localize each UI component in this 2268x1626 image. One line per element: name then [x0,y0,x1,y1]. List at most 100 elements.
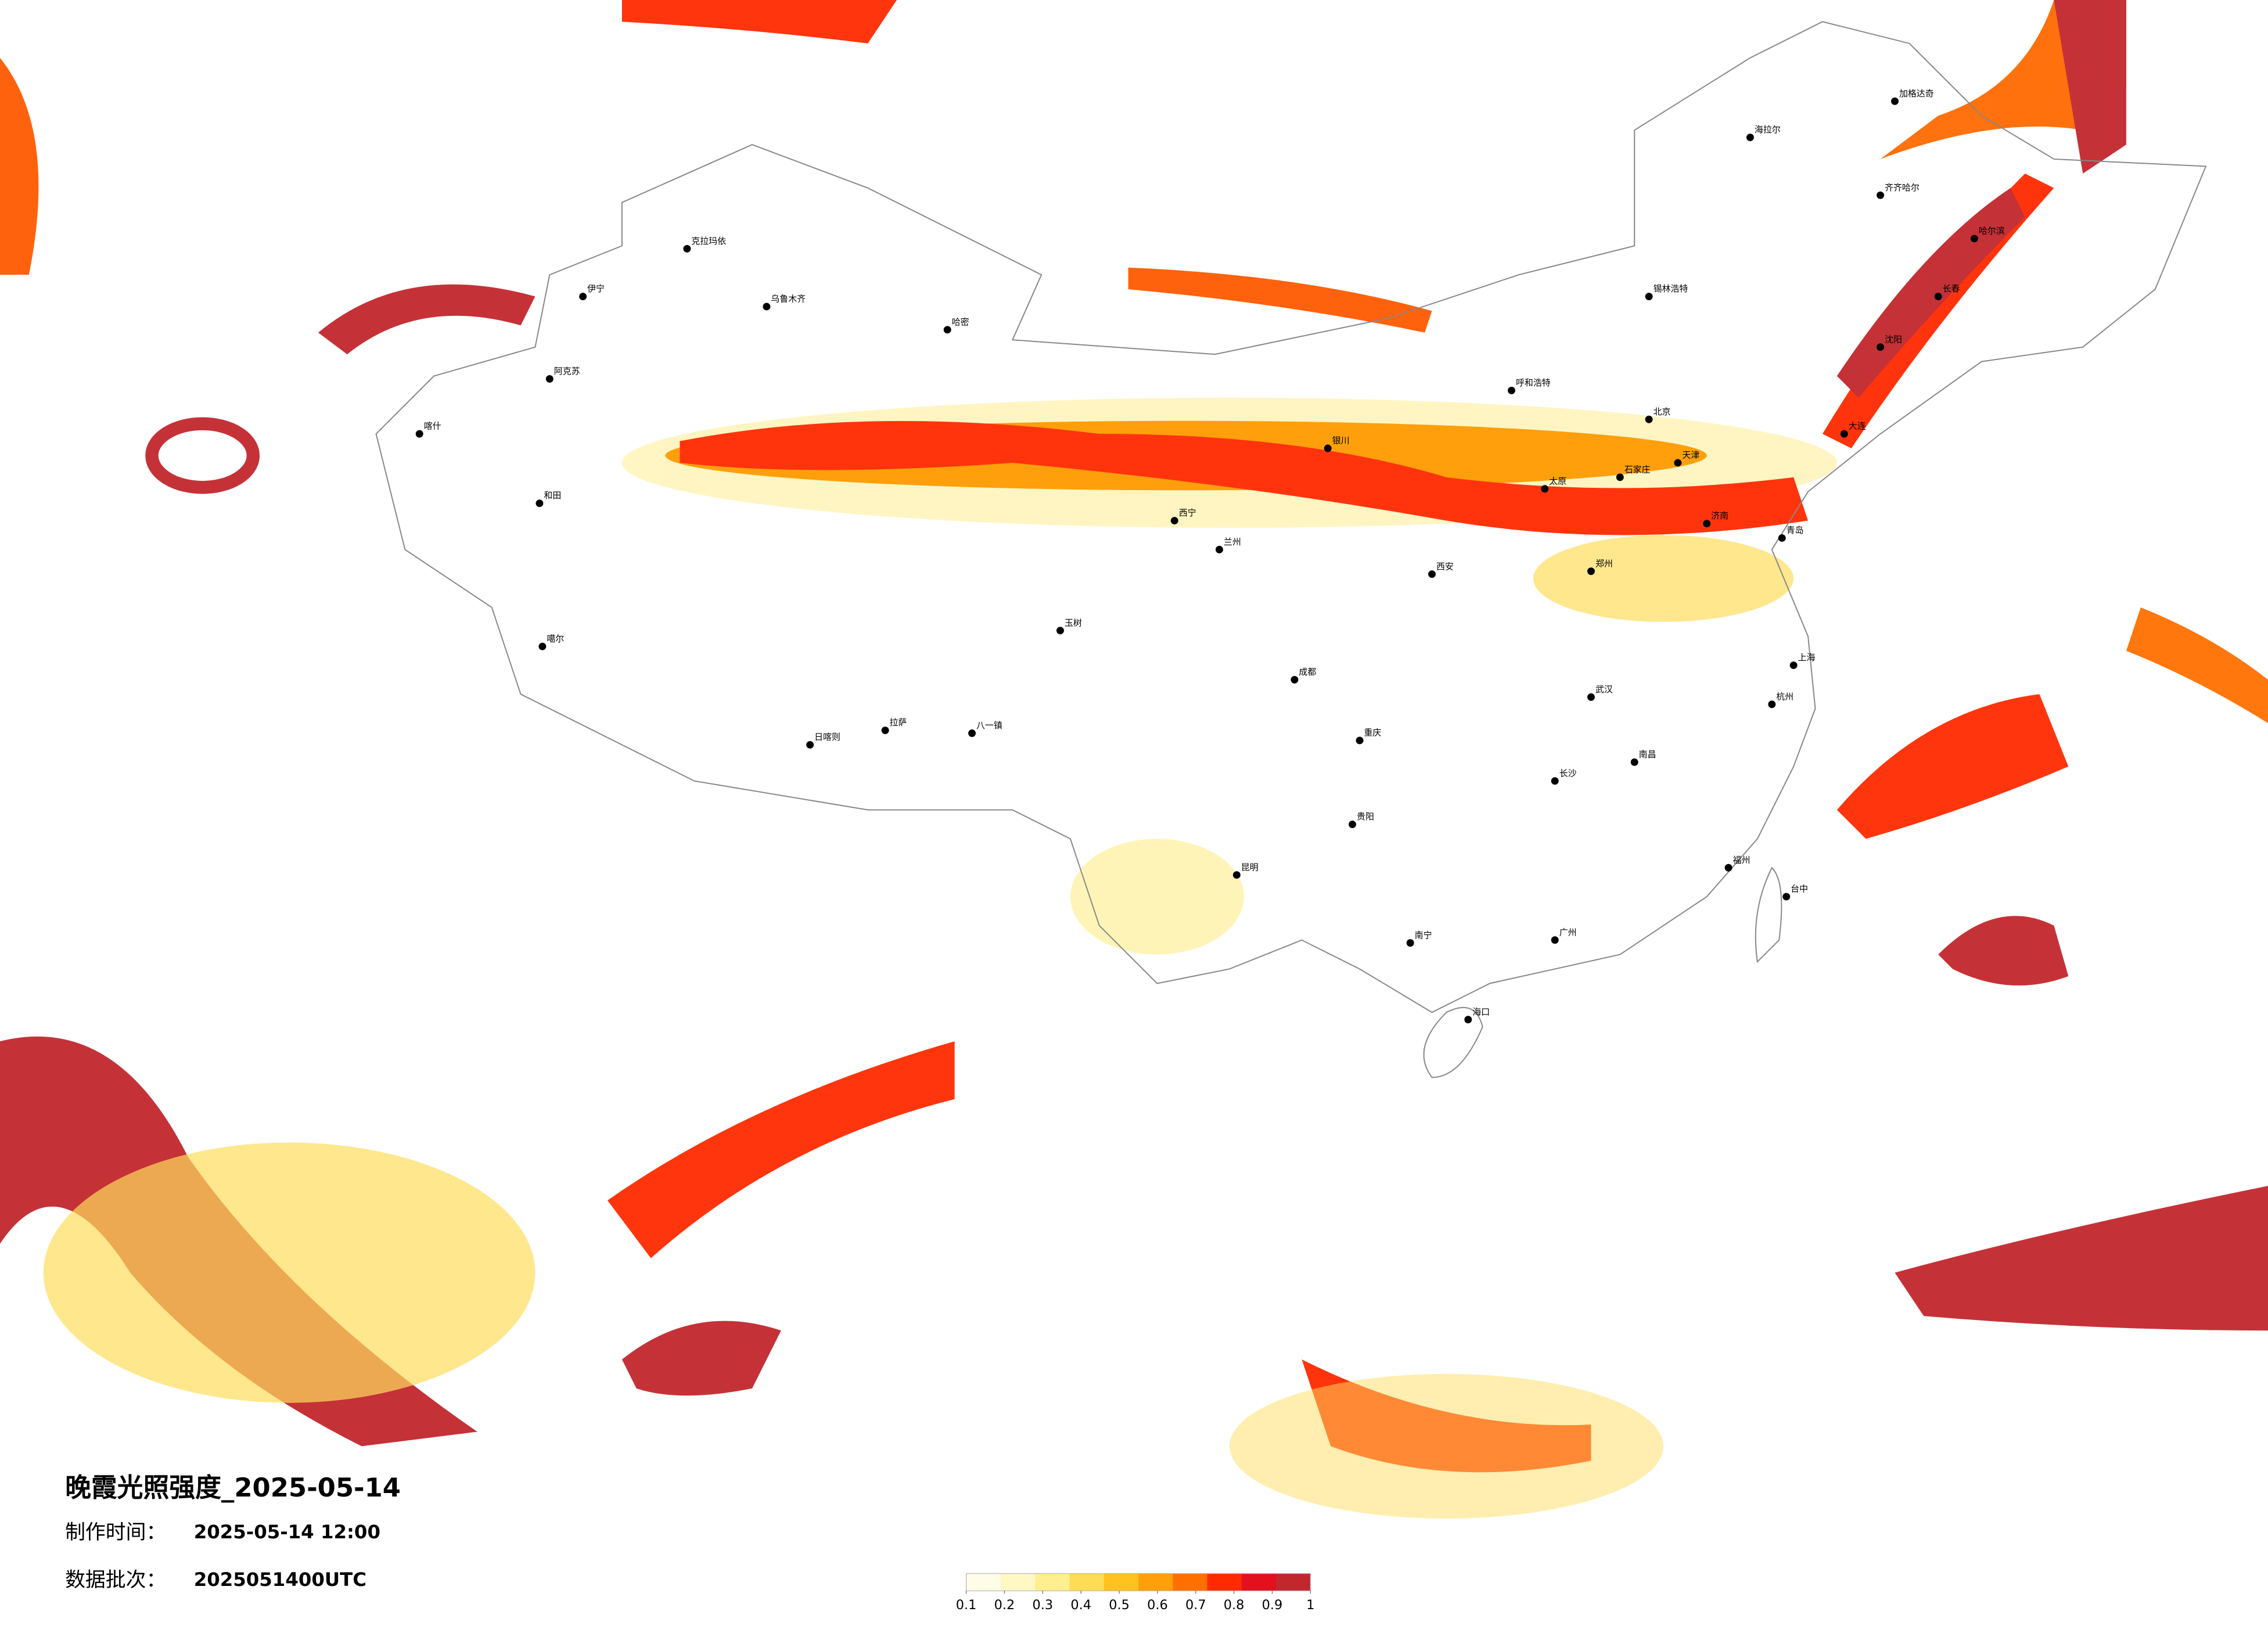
colorbar-tick-label: 0.5 [1109,1598,1130,1613]
colorbar-cell [1069,1573,1105,1591]
city-label: 青岛 [1787,525,1804,535]
city-label: 加格达奇 [1899,88,1934,99]
city-label: 海拉尔 [1755,124,1781,135]
colorbar-tick-label: 0.2 [994,1598,1015,1613]
city-label: 齐齐哈尔 [1885,182,1920,193]
city-dot [1406,939,1414,947]
city-dot [1324,444,1332,452]
city-dot [1587,567,1595,575]
city-dot [1616,473,1624,481]
city-dot [535,499,544,508]
map-title: 晚霞光照强度_2025-05-14 [65,1472,401,1503]
colorbar-cell [966,1573,1001,1591]
city-label: 长沙 [1559,768,1577,778]
city-label: 石家庄 [1624,464,1651,474]
city-dot [579,293,587,301]
colorbar-tick-label: 0.3 [1033,1598,1054,1613]
city-dot [968,729,976,738]
batch-label: 数据批次： [65,1569,166,1592]
city-label: 西宁 [1179,508,1196,518]
city-label: 喀什 [424,421,441,431]
city-dot [1291,676,1299,684]
city-dot [1877,191,1885,199]
city-label: 长春 [1943,283,1960,294]
city-dot [1890,97,1899,105]
colorbar-cell [1173,1573,1208,1591]
city-dot [1508,386,1515,394]
colorbar-tick-label: 0.7 [1185,1598,1206,1613]
city-label: 伊宁 [587,283,605,294]
city-label: 玉树 [1065,617,1082,628]
city-label: 日喀则 [814,732,840,742]
colorbar: 0.1 0.2 0.3 0.4 0.5 0.6 0.7 0.8 0.9 1 [956,1573,1314,1613]
city-dot [545,375,553,383]
city-label: 乌鲁木齐 [771,294,806,304]
city-dot [1630,758,1638,766]
city-label: 武汉 [1595,684,1613,695]
city-dot [1645,293,1653,301]
city-label: 昆明 [1241,862,1259,872]
city-label: 大连 [1849,421,1866,431]
city-dot [1789,661,1798,670]
city-label: 杭州 [1776,691,1793,702]
city-label: 西安 [1436,561,1454,571]
colorbar-cell [1035,1573,1070,1591]
city-dot [1356,736,1364,744]
city-dot [1746,134,1754,142]
colorbar-cell [1000,1573,1036,1591]
city-label: 上海 [1798,652,1816,663]
city-dot [1551,936,1559,944]
city-dot [1349,821,1357,829]
city-dot [943,326,951,334]
city-dot [1877,343,1885,351]
colorbar-frame [965,1573,1311,1592]
city-label: 北京 [1654,406,1671,417]
city-label: 济南 [1711,510,1728,521]
city-dot [1840,430,1848,438]
city-label: 呼和浩特 [1516,377,1551,388]
city-label: 南宁 [1415,930,1432,940]
city-label: 兰州 [1224,537,1241,547]
city-label: 重庆 [1364,728,1381,738]
city-dot [538,642,547,650]
city-dot [1587,693,1595,701]
city-dot [1215,545,1223,553]
city-label: 八一镇 [976,720,1002,731]
city-label: 天津 [1682,449,1699,460]
city-dot [1934,293,1942,301]
city-label: 南昌 [1639,749,1656,760]
city-dot [1768,700,1776,708]
city-label: 福州 [1733,855,1751,865]
city-label: 成都 [1299,667,1316,677]
colorbar-tick-label: 0.8 [1224,1598,1245,1613]
colorbar-tick-label: 0.6 [1147,1598,1168,1613]
city-label: 银川 [1332,436,1350,446]
city-dot [1170,517,1178,525]
made-label: 制作时间： [65,1521,166,1544]
city-dot [415,430,423,438]
city-dot [1464,1016,1472,1024]
city-label: 海口 [1472,1006,1490,1017]
city-label: 噶尔 [547,634,564,644]
city-label: 和田 [544,490,561,501]
colorbar-tick-label: 0.1 [956,1598,977,1613]
city-dot [1232,871,1241,879]
city-dot [1674,459,1682,467]
city-label: 哈尔滨 [1979,225,2005,236]
city-label: 拉萨 [890,717,907,728]
heat-field [0,0,2268,1519]
colorbar-cell [1241,1573,1277,1591]
batch-id: 2025051400UTC [194,1569,366,1591]
city-label: 台中 [1791,884,1808,894]
made-time: 2025-05-14 12:00 [194,1521,380,1543]
city-dot [1551,777,1559,785]
city-label: 广州 [1559,927,1577,937]
city-dot [881,726,889,735]
city-label: 太原 [1549,476,1566,486]
city-dot [763,303,771,311]
city-dot [1541,485,1549,493]
colorbar-cell [1138,1573,1173,1591]
city-label: 锡林浩特 [1654,283,1688,294]
